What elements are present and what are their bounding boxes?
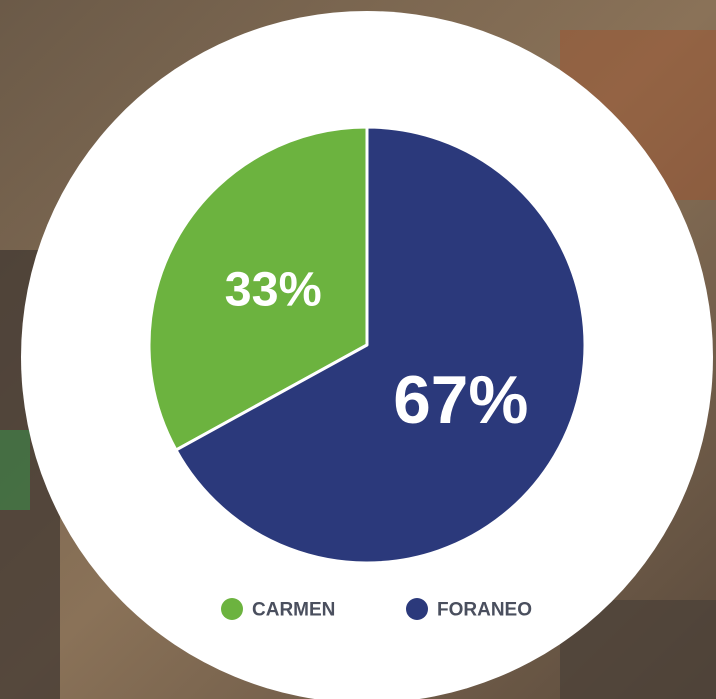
legend-swatch bbox=[221, 598, 243, 620]
legend: CARMEN FORANEO bbox=[221, 598, 532, 621]
pie-slice bbox=[174, 125, 587, 565]
legend-swatch bbox=[406, 598, 428, 620]
legend-label: FORANEO bbox=[437, 600, 532, 621]
legend-label: CARMEN bbox=[252, 600, 335, 621]
data-label: 33% bbox=[225, 263, 322, 317]
pie-slice bbox=[147, 125, 369, 452]
pie: 33% 67% bbox=[147, 125, 587, 565]
background-detail bbox=[0, 430, 30, 510]
data-label: 67% bbox=[393, 363, 528, 438]
